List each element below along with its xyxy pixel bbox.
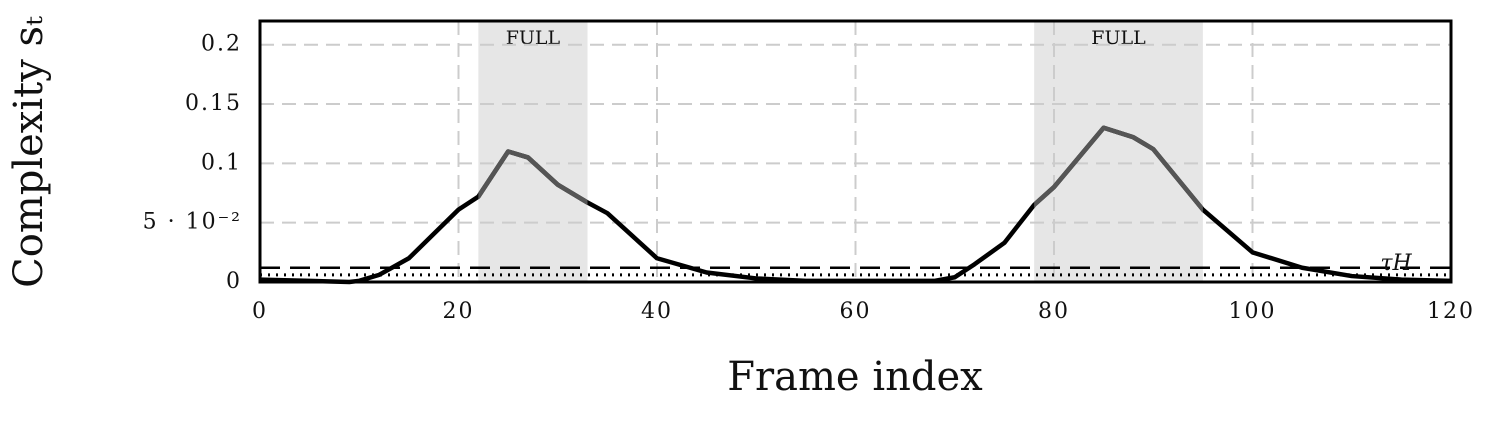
x-tick-label: 40 <box>641 299 673 324</box>
region-label: FULL <box>1091 27 1146 49</box>
x-tick-label: 80 <box>1038 299 1070 324</box>
region-label: FULL <box>506 27 561 49</box>
y-tick-label: 0.15 <box>185 91 242 116</box>
x-axis-label: Frame index <box>727 354 983 400</box>
y-tick-label: 0.2 <box>201 32 242 57</box>
plot-frame <box>258 19 1453 284</box>
y-tick-label: 0 <box>226 269 242 294</box>
x-tick-label: 20 <box>443 299 475 324</box>
y-tick-label: 0.1 <box>201 150 242 175</box>
full-region <box>478 21 588 282</box>
y-tick-label: 5 · 10⁻² <box>143 210 242 235</box>
x-tick-label: 60 <box>840 299 872 324</box>
threshold-label: τH <box>1380 251 1412 276</box>
x-tick-label: 120 <box>1427 299 1475 324</box>
x-tick-label: 100 <box>1229 299 1277 324</box>
full-region <box>1034 21 1203 282</box>
y-axis-label: Complexity sₜ <box>6 16 52 288</box>
x-tick-label: 0 <box>252 299 268 324</box>
